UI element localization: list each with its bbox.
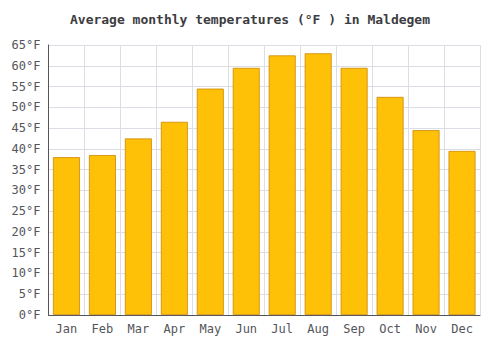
svg-text:30°F: 30°F (12, 183, 41, 197)
svg-text:Nov: Nov (415, 322, 437, 336)
svg-text:Mar: Mar (128, 322, 150, 336)
svg-text:50°F: 50°F (12, 100, 41, 114)
svg-text:Jun: Jun (235, 322, 257, 336)
svg-text:Sep: Sep (343, 322, 365, 336)
svg-text:5°F: 5°F (19, 287, 41, 301)
svg-text:May: May (199, 322, 221, 336)
svg-text:35°F: 35°F (12, 163, 41, 177)
svg-text:15°F: 15°F (12, 246, 41, 260)
svg-text:Average monthly temperatures (: Average monthly temperatures (°F ) in Ma… (70, 12, 430, 27)
svg-text:60°F: 60°F (12, 59, 41, 73)
svg-text:45°F: 45°F (12, 121, 41, 135)
svg-text:0°F: 0°F (19, 308, 41, 322)
svg-text:40°F: 40°F (12, 142, 41, 156)
svg-text:10°F: 10°F (12, 266, 41, 280)
svg-text:Aug: Aug (307, 322, 329, 336)
svg-text:Apr: Apr (163, 322, 185, 336)
svg-text:Dec: Dec (451, 322, 473, 336)
svg-text:20°F: 20°F (12, 225, 41, 239)
svg-text:55°F: 55°F (12, 80, 41, 94)
svg-text:25°F: 25°F (12, 204, 41, 218)
svg-text:Oct: Oct (379, 322, 401, 336)
svg-text:Jan: Jan (56, 322, 78, 336)
svg-text:65°F: 65°F (12, 38, 41, 52)
svg-text:Jul: Jul (271, 322, 293, 336)
svg-text:Feb: Feb (92, 322, 114, 336)
